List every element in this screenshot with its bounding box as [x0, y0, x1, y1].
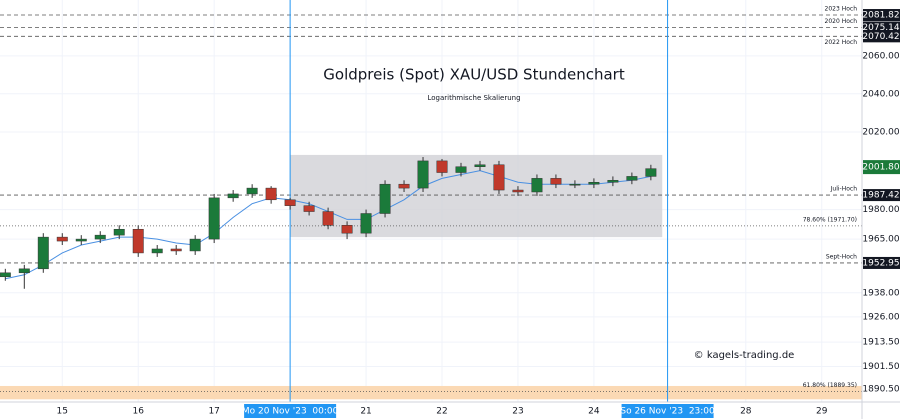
watermark: © kagels-trading.de — [694, 350, 795, 361]
price-box-label: 2070.42 — [862, 32, 899, 42]
chart-title: Goldpreis (Spot) XAU/USD Stundenchart — [323, 66, 625, 84]
x-tick-label: 29 — [816, 407, 828, 417]
range-zone — [290, 154, 663, 238]
price-box — [863, 9, 900, 22]
candle-body — [151, 248, 163, 254]
y-tick-label: 1980.00 — [862, 205, 899, 215]
level-label: 78.60% (1971.70) — [803, 216, 857, 223]
x-tick-label: 28 — [740, 407, 752, 417]
candle-body — [550, 178, 562, 185]
candle-body — [284, 199, 296, 206]
level-label: 2020 Hoch — [825, 18, 858, 25]
chart-subtitle: Logarithmische Skalierung — [427, 94, 520, 102]
candle-body — [322, 211, 334, 226]
candle-body — [208, 197, 220, 240]
y-tick-label: 1890.50 — [862, 385, 899, 395]
candle-body — [379, 183, 391, 214]
candle-body — [227, 193, 239, 199]
candle-body — [56, 236, 68, 242]
candle-body — [303, 205, 315, 212]
candle-body — [588, 181, 600, 185]
candle-body — [436, 160, 448, 173]
x-tick-label: 15 — [57, 407, 68, 417]
y-tick-label: 1901.50 — [862, 362, 899, 372]
candle-body — [0, 272, 11, 278]
level-label: Sept-Hoch — [826, 253, 857, 260]
candle-body — [113, 228, 125, 236]
level-label: Juli-Hoch — [830, 186, 858, 193]
candle-body — [246, 187, 258, 195]
candle-body — [531, 178, 543, 193]
candle-body — [360, 213, 372, 234]
y-tick-label: 2060.00 — [862, 51, 899, 61]
x-tick-label: 21 — [360, 407, 371, 417]
candle-body — [94, 234, 106, 240]
candle-body — [626, 176, 638, 181]
y-tick-label: 1965.00 — [862, 235, 899, 245]
level-label: 2023 Hoch — [825, 6, 858, 13]
candle-body — [493, 164, 505, 191]
candle-body — [18, 268, 30, 274]
candle-body — [189, 238, 201, 252]
candle-body — [569, 183, 581, 186]
x-tick-label: 16 — [132, 407, 144, 417]
candle-body — [75, 238, 87, 242]
y-tick-label: 1926.00 — [862, 312, 899, 322]
candle-body — [265, 187, 277, 201]
y-tick-label: 2040.00 — [862, 89, 899, 99]
x-tick-label: 23 — [512, 407, 523, 417]
candle-body — [512, 189, 524, 193]
time-box — [244, 404, 337, 418]
y-tick-label: 1938.00 — [862, 288, 899, 298]
candle-body — [37, 236, 49, 270]
price-box-label: 2075.14 — [862, 23, 899, 33]
price-box — [863, 30, 900, 43]
candle-body — [455, 166, 467, 173]
level-label: 61.80% (1889.35) — [803, 382, 857, 389]
time-box-label: So 26 Nov '23 23:00 — [620, 407, 715, 417]
last-price-box — [863, 160, 900, 175]
fib-band — [0, 385, 862, 400]
candle-body — [645, 168, 657, 177]
price-box — [863, 256, 900, 269]
candle-body — [170, 248, 182, 252]
candle-body — [417, 160, 429, 189]
y-tick-label: 1913.50 — [862, 338, 899, 348]
level-label: 2022 Hoch — [825, 39, 858, 46]
price-box — [863, 189, 900, 202]
x-tick-label: 24 — [588, 407, 600, 417]
candle-body — [132, 228, 144, 254]
price-box-label: 2081.82 — [862, 11, 899, 21]
last-price-label: 2001.80 — [862, 163, 899, 173]
price-box-label: 1987.42 — [862, 191, 899, 201]
time-box-label: Mo 20 Nov '23 00:00 — [242, 407, 339, 417]
y-tick-label: 2020.00 — [862, 127, 899, 137]
candle-body — [607, 180, 619, 183]
candle-body — [398, 183, 410, 189]
candle-body — [341, 225, 353, 234]
price-box-label: 1952.95 — [862, 258, 899, 268]
candle-body — [474, 164, 486, 167]
time-box — [621, 404, 714, 418]
x-tick-label: 22 — [436, 407, 447, 417]
x-tick-label: 17 — [208, 407, 219, 417]
